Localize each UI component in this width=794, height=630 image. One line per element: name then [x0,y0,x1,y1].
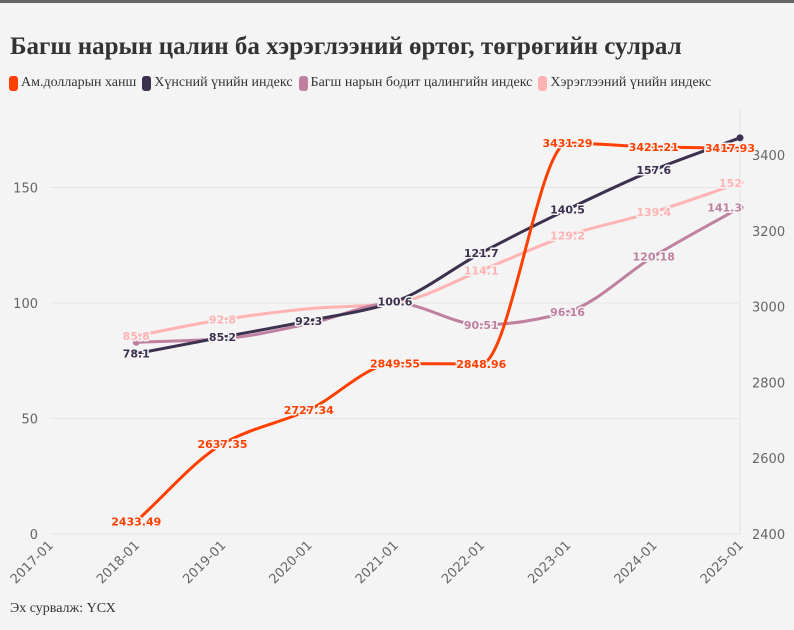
right-tick-label: 3000 [752,301,785,316]
left-tick-label: 0 [30,528,38,543]
data-label: 3421.21 [629,141,679,154]
data-label: 85.8 [123,330,150,343]
x-tick-label: 2018-01 [94,538,143,587]
x-tick-label: 2019-01 [180,538,229,587]
data-label: 92.8 [209,314,236,327]
legend-swatch [142,75,152,91]
right-tick-label: 3400 [752,149,785,164]
series-point [736,179,744,187]
data-label: 2727.34 [284,404,334,417]
series-point [736,204,744,212]
series-point [132,338,140,346]
data-label: 114.1 [464,264,499,277]
data-label: 90.51 [464,319,499,332]
data-label: 139.4 [636,206,671,219]
series-line [134,181,742,338]
legend-label: Багш нарын бодит цалингийн индекс [310,75,533,90]
data-label: 121.7 [464,247,499,260]
data-label: 120.18 [633,250,675,263]
x-tick-label: 2017-01 [8,538,57,587]
legend-label: Ам.долларын ханш [21,75,137,90]
chart-title: Багш нарын цалин ба хэрэглээний өртөг, т… [10,33,682,60]
x-tick-label: 2022-01 [439,538,488,587]
left-tick-label: 100 [13,297,38,312]
data-label: 2849.55 [370,358,420,371]
legend-swatch [9,75,18,91]
x-tick-label: 2025-01 [698,538,747,587]
right-tick-label: 2400 [752,528,785,543]
legend-swatch [298,75,308,91]
data-label: 2433.49 [111,515,161,528]
x-tick-label: 2021-01 [353,538,402,587]
series-point [736,134,744,142]
x-tick-label: 2024-01 [612,538,661,587]
data-label: 92.3 [295,315,322,328]
data-label: 141.3 [707,202,742,215]
data-label: 3417.93 [705,142,755,155]
data-label: 85.2 [209,331,236,344]
data-label: 152 [719,177,742,190]
legend-item[interactable]: Хэрэглээний үнийн индекс [538,75,711,91]
data-label: 3431.29 [542,137,592,150]
right-tick-label: 2600 [752,452,785,467]
left-tick-label: 150 [13,182,38,197]
left-tick-label: 50 [21,413,38,428]
series-line [134,206,742,344]
data-label: 157.6 [636,164,671,177]
legend-swatch [538,75,548,91]
legend-item[interactable]: Хүнсний үнийн индекс [142,75,293,91]
legend-item[interactable]: Багш нарын бодит цалингийн индекс [298,75,533,91]
data-label: 129.2 [550,230,585,243]
chart: 0 50 100 150 2400 2600 2800 3000 3200 3400 2017-01… [8,108,785,587]
data-label: 78.1 [123,348,150,361]
data-label: 100.6 [378,296,413,309]
source-note: Эх сурвалж: ҮСХ [10,601,116,616]
data-label: 2848.96 [456,358,506,371]
legend-label: Хүнсний үнийн индекс [154,75,293,90]
data-label: 140.5 [550,203,585,216]
right-tick-label: 2800 [752,376,785,391]
data-label: 2637.35 [197,438,247,451]
series-line [134,136,742,356]
legend-label: Хэрэглээний үнийн индекс [550,75,712,90]
series-point [132,332,140,340]
series-point [132,350,140,358]
right-tick-label: 3200 [752,225,785,240]
legend-item[interactable]: Ам.долларын ханш [9,75,136,91]
legend: Ам.долларын ханш Хүнсний үнийн индекс Багш… [9,75,711,91]
series-line [134,141,742,523]
x-tick-label: 2023-01 [525,538,574,587]
x-tick-label: 2020-01 [267,538,316,587]
data-label: 96.16 [550,306,585,319]
